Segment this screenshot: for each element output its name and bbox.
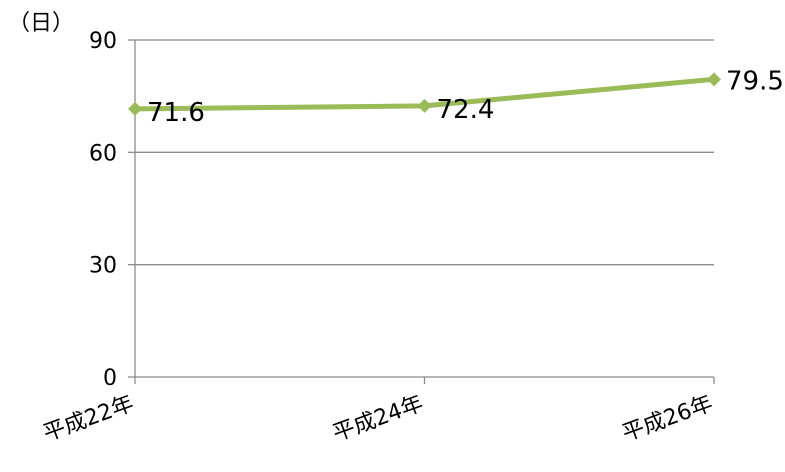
x-tick-label-2: 平成24年 [330, 391, 427, 447]
gridlines [135, 39, 714, 266]
x-tick-label-3: 平成26年 [619, 391, 716, 447]
y-tick-label-90: 90 [89, 29, 117, 54]
data-point-1 [128, 101, 142, 116]
y-tick-labels: 0 30 60 90 [89, 29, 117, 391]
y-tick-label-30: 30 [89, 254, 117, 279]
x-tick-label-1: 平成22年 [40, 391, 137, 447]
data-label-3: 79.5 [726, 66, 784, 96]
series [128, 72, 721, 116]
y-tick-label-0: 0 [103, 366, 117, 391]
axes [128, 39, 715, 384]
y-axis-unit-label: （日） [8, 11, 74, 36]
data-labels: 71.6 72.4 79.5 [147, 66, 784, 128]
y-tick-label-60: 60 [89, 141, 117, 166]
x-tick-labels: 平成22年 平成24年 平成26年 [40, 391, 716, 447]
data-label-2: 72.4 [437, 95, 495, 125]
data-label-1: 71.6 [147, 98, 205, 128]
data-point-3 [707, 72, 721, 87]
data-point-2 [417, 98, 432, 113]
